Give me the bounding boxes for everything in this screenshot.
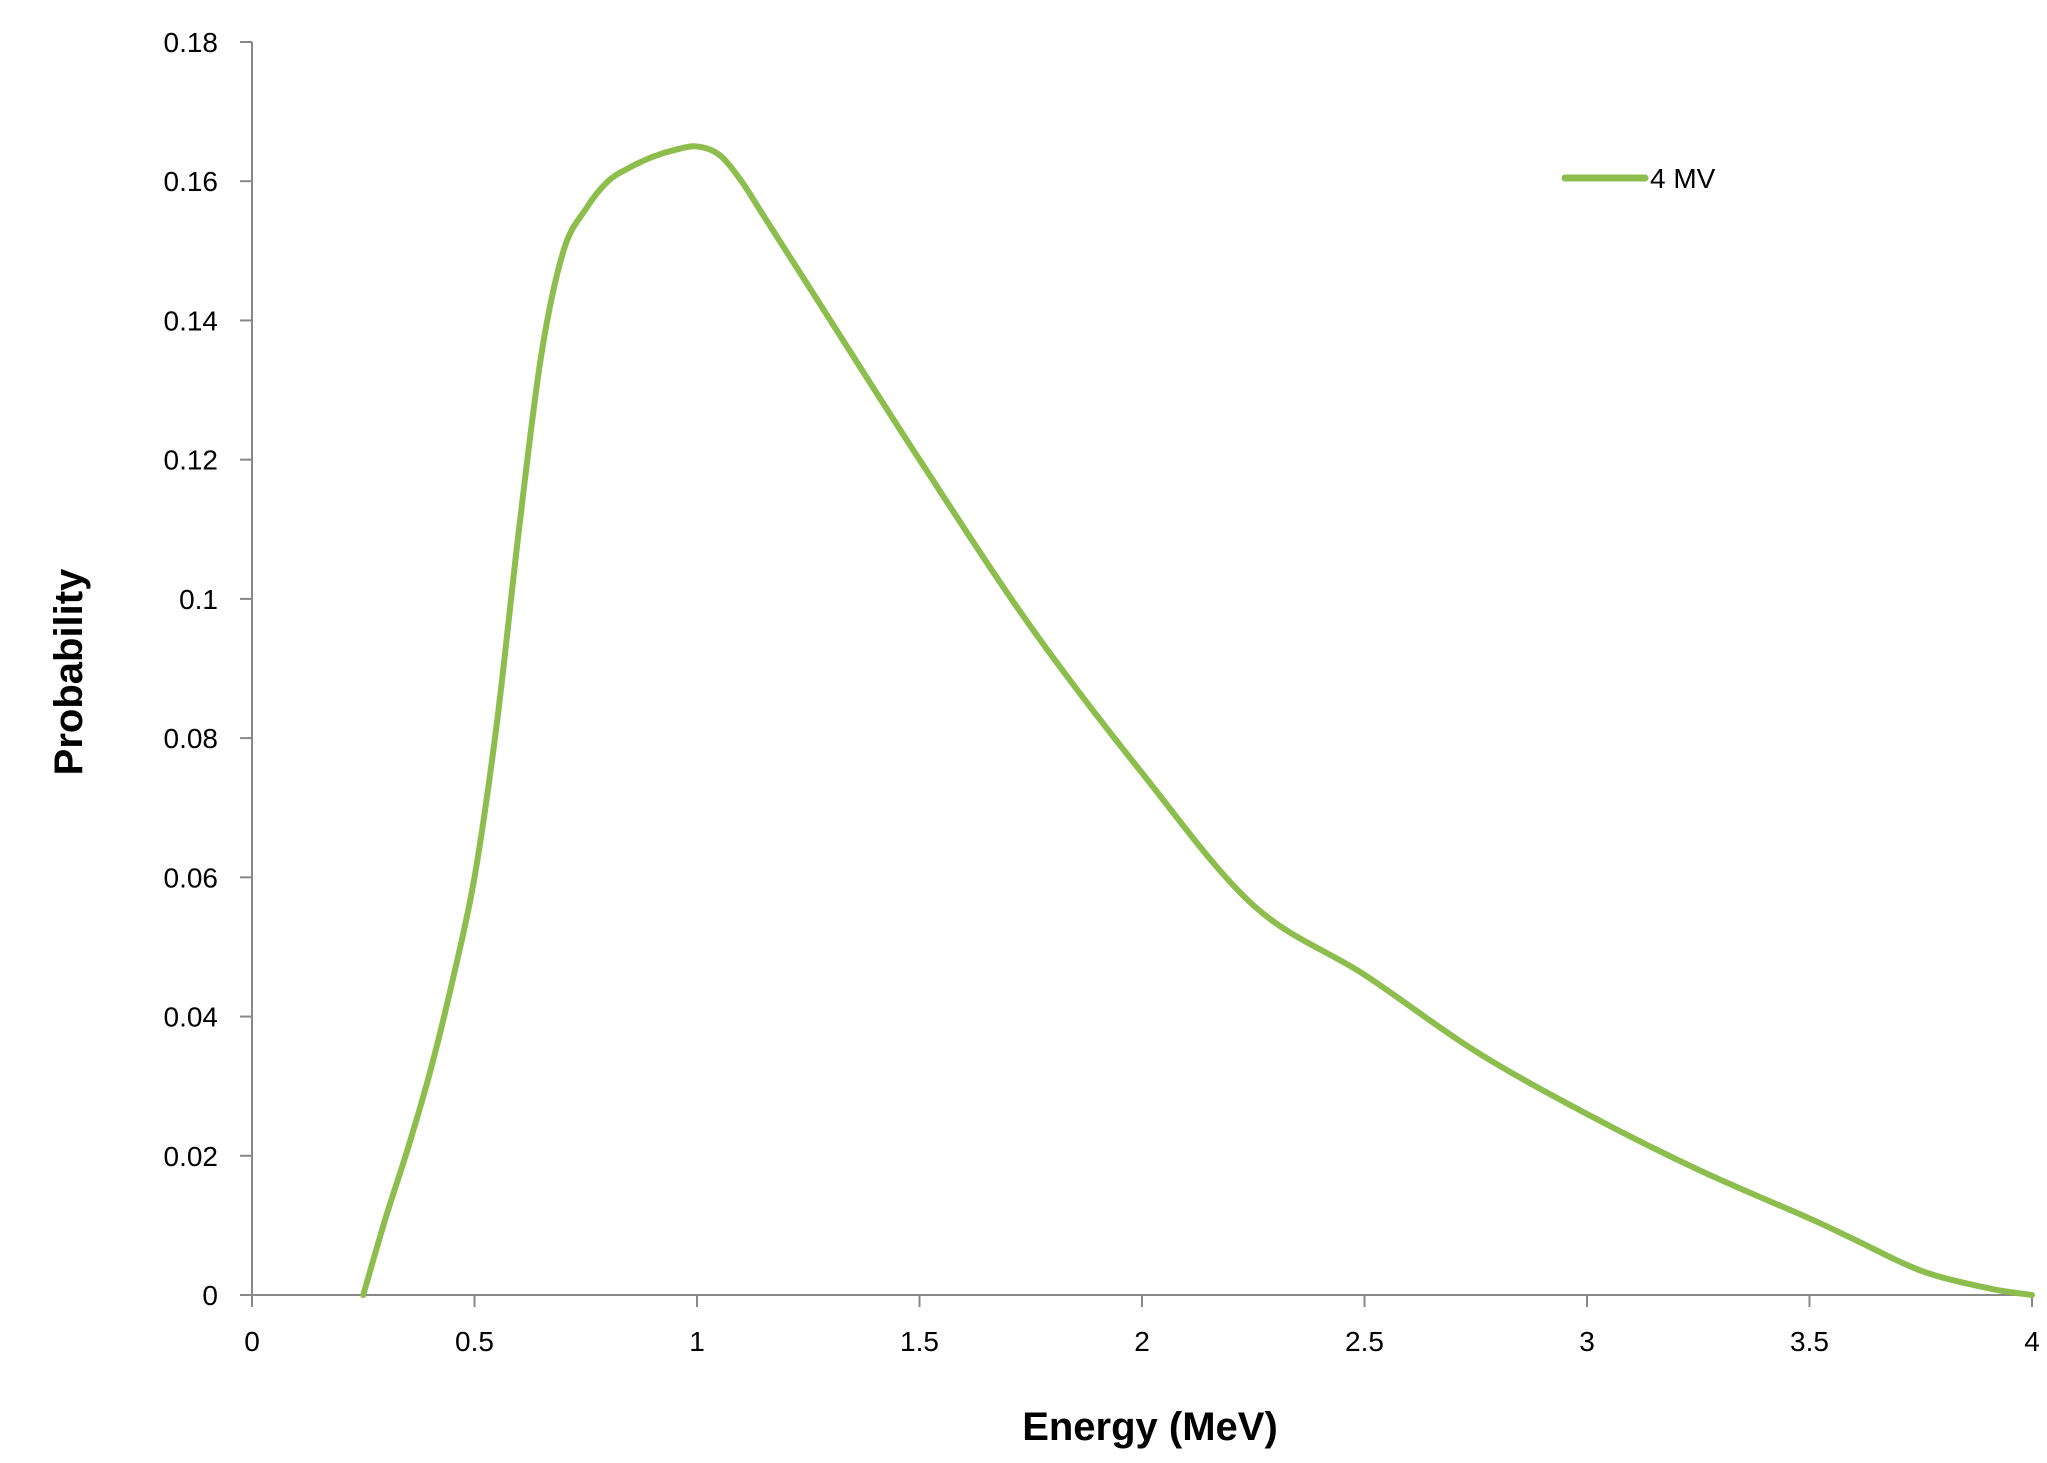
y-tick-label: 0.04 xyxy=(164,1002,219,1033)
x-tick-label: 4 xyxy=(2024,1326,2040,1357)
y-tick-label: 0.12 xyxy=(164,445,219,476)
legend-label-4-mv: 4 MV xyxy=(1650,163,1716,194)
y-tick-label: 0.18 xyxy=(164,27,219,58)
y-ticks: 0 0.02 0.04 0.06 0.08 0.1 0.12 0.14 0.16 0.18 xyxy=(164,27,252,1311)
y-tick-label: 0.14 xyxy=(164,305,219,336)
y-tick-label: 0.16 xyxy=(164,166,219,197)
axes xyxy=(251,42,2032,1296)
x-tick-label: 3.5 xyxy=(1790,1326,1829,1357)
y-axis-title: Probability xyxy=(47,568,91,775)
y-tick-label: 0.02 xyxy=(164,1141,219,1172)
x-tick-label: 0.5 xyxy=(455,1326,494,1357)
x-tick-label: 1.5 xyxy=(900,1326,939,1357)
x-tick-label: 0 xyxy=(244,1326,260,1357)
x-tick-label: 1 xyxy=(689,1326,705,1357)
y-tick-label: 0.08 xyxy=(164,723,219,754)
legend: 4 MV xyxy=(1561,163,1716,194)
x-axis-title: Energy (MeV) xyxy=(1022,1405,1278,1449)
x-tick-label: 2.5 xyxy=(1345,1326,1384,1357)
x-tick-label: 2 xyxy=(1134,1326,1150,1357)
series-layer xyxy=(360,143,2035,1298)
y-tick-label: 0.06 xyxy=(164,862,219,893)
y-tick-label: 0.1 xyxy=(179,584,218,615)
x-ticks: 0 0.5 1 1.5 2 2.5 3 3.5 4 xyxy=(244,1295,2040,1357)
x-tick-label: 3 xyxy=(1579,1326,1595,1357)
series-line-4-mv xyxy=(360,143,2035,1298)
y-tick-label: 0 xyxy=(202,1280,218,1311)
